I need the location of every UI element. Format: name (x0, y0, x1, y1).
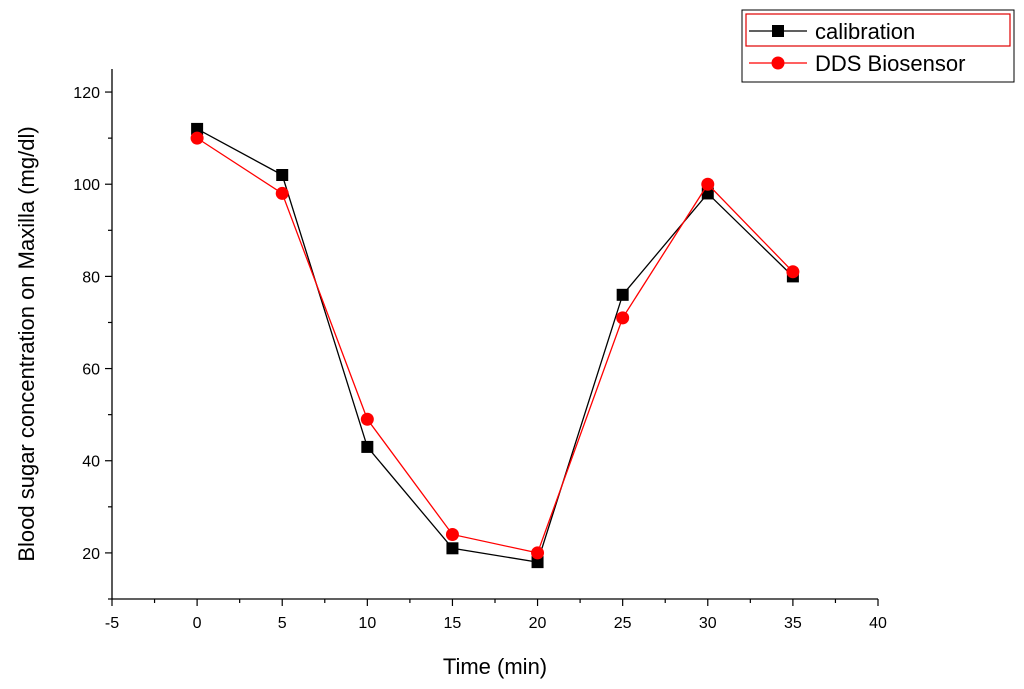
y-tick-label: 60 (82, 362, 100, 379)
data-point-dds-biosensor (190, 131, 204, 145)
data-point-dds-biosensor (786, 265, 800, 279)
x-tick-label: 0 (193, 615, 202, 632)
y-tick-label: 120 (73, 85, 100, 102)
y-tick-label: 20 (82, 546, 100, 563)
x-tick-label: 40 (869, 615, 887, 632)
data-point-calibration (616, 288, 629, 301)
x-tick-label: 5 (278, 615, 287, 632)
legend-label-calibration: calibration (815, 19, 915, 44)
legend-highlight (745, 13, 1011, 47)
data-point-calibration (531, 556, 544, 569)
x-tick-label: 20 (529, 615, 547, 632)
y-axis-ticks: 20 40 60 80 100 120 (73, 85, 112, 600)
y-tick-label: 100 (73, 177, 100, 194)
x-tick-label: 25 (614, 615, 632, 632)
data-point-dds-biosensor (531, 546, 545, 560)
x-axis-title: Time (min) (443, 654, 547, 679)
data-point-dds-biosensor (771, 56, 785, 70)
series-line-dds-biosensor (196, 137, 794, 554)
data-point-calibration (361, 440, 374, 453)
y-tick-label: 40 (82, 454, 100, 471)
data-point-calibration (701, 187, 714, 200)
series-line-calibration (196, 128, 794, 563)
data-point-calibration (772, 25, 784, 37)
data-point-dds-biosensor (275, 186, 289, 200)
y-axis-title: Blood sugar concentration on Maxilla (mg… (14, 126, 39, 561)
data-point-calibration (191, 122, 204, 135)
x-tick-label: 35 (784, 615, 802, 632)
data-point-calibration (446, 542, 459, 555)
series-calibration (191, 122, 799, 569)
legend-entry-calibration: calibration (749, 19, 915, 44)
data-point-dds-biosensor (616, 311, 630, 325)
legend: calibration DDS Biosensor (741, 9, 1015, 83)
series-dds-biosensor (190, 131, 800, 560)
x-axis-ticks: -5 0 5 10 15 20 25 30 35 40 (105, 599, 887, 632)
axes (111, 69, 878, 600)
legend-entry-dds-biosensor: DDS Biosensor (749, 51, 965, 76)
data-point-calibration (276, 169, 289, 181)
x-tick-label: 30 (699, 615, 717, 632)
data-point-dds-biosensor (360, 412, 374, 426)
x-tick-label: -5 (105, 615, 119, 632)
data-point-dds-biosensor (445, 527, 459, 541)
x-tick-label: 15 (444, 615, 462, 632)
data-point-dds-biosensor (701, 177, 715, 191)
y-tick-label: 80 (82, 269, 100, 286)
x-tick-label: 10 (358, 615, 376, 632)
series-layer (190, 122, 800, 569)
legend-label-dds-biosensor: DDS Biosensor (815, 51, 965, 76)
